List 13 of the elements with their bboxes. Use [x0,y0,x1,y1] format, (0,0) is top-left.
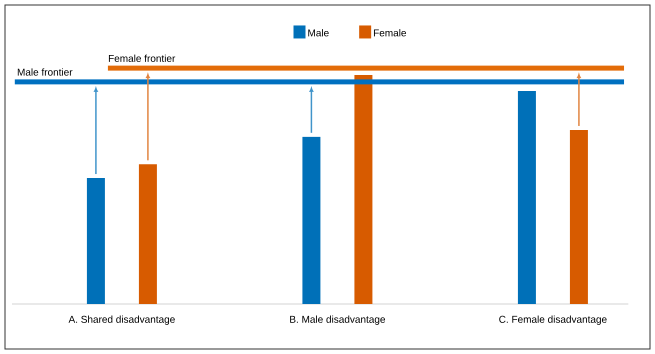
bar [354,74,372,304]
bar [302,136,320,304]
x-tick-label: A. Shared disadvantage [68,316,175,325]
x-tick-label: C. Female disadvantage [499,316,607,325]
bar [518,91,536,304]
legend-label: Female [374,29,406,36]
bar [86,178,105,304]
bar [138,164,157,304]
ref-line-label: Female frontier [108,54,176,62]
bar [570,130,588,304]
legend-label: Male [308,29,329,36]
x-tick-label: B. Male disadvantage [290,316,386,325]
ref-line-label: Male frontier [18,68,72,76]
